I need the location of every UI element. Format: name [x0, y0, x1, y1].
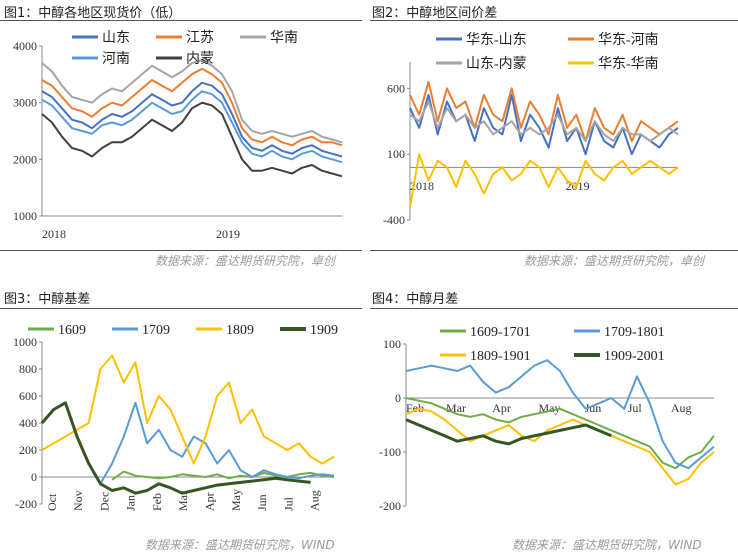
panel-1-title: 图1：中醇各地区现货价（低） — [4, 6, 182, 21]
y-tick-label: 100 — [383, 337, 401, 351]
x-tick-label-May: May — [229, 489, 243, 511]
series-line-x — [409, 153, 679, 207]
series-line-x — [409, 100, 679, 142]
x-tick-label-Apr: Apr — [492, 401, 511, 415]
legend-label-1909-2001: 1909-2001 — [604, 349, 665, 364]
x-tick-label-Jun: Jun — [255, 494, 269, 511]
x-tick-label-Apr: Apr — [203, 492, 217, 511]
y-tick-label: 2000 — [13, 152, 37, 166]
series-line-x — [409, 80, 679, 142]
x-tick-label-Jan: Jan — [124, 495, 138, 511]
y-tick-label: -200 — [15, 497, 37, 511]
panel-4-title-rule — [370, 308, 738, 309]
series-line-1909 — [40, 401, 311, 495]
x-tick-label-Jul: Jul — [628, 401, 643, 415]
y-tick-label: -400 — [383, 213, 405, 227]
x-tick-label-Aug: Aug — [308, 490, 322, 511]
series-line-1809-1901 — [405, 407, 715, 486]
y-tick-label: -200 — [379, 499, 401, 513]
panel-3-title-rule — [0, 308, 362, 309]
panel-4-title: 图4：中醇月差 — [372, 292, 459, 307]
legend-label-x: 山东 — [102, 30, 130, 46]
series-line-x — [41, 101, 343, 178]
series-line-1809 — [41, 354, 335, 465]
x-tick-label-Jul: Jul — [281, 496, 295, 511]
x-tick-label-2018: 2018 — [42, 227, 66, 241]
legend-label-1609: 1609 — [58, 323, 86, 338]
legend-label-x: 华南 — [270, 30, 298, 46]
panel-4-source: 数据来源：盛达期货研究院，WIND — [512, 538, 702, 552]
y-tick-label: 1000 — [13, 335, 37, 349]
y-tick-label: 0 — [31, 470, 37, 484]
legend-label-1609-1701: 1609-1701 — [470, 325, 531, 340]
series-line-x — [41, 59, 343, 144]
x-tick-label-2019: 2019 — [216, 227, 240, 241]
y-tick-label: 1000 — [13, 209, 37, 223]
series-line-1909-2001 — [405, 418, 612, 446]
panel-1-bottom-rule — [0, 250, 362, 251]
y-tick-label: 4000 — [13, 39, 37, 53]
panel-2-title-rule — [370, 20, 738, 21]
y-tick-label: 800 — [19, 362, 37, 376]
series-line-x — [41, 67, 343, 147]
legend-label-x: 华东-华南 — [598, 56, 659, 72]
y-tick-label: 400 — [19, 416, 37, 430]
series-line-1609 — [111, 470, 335, 481]
y-tick-label: 3000 — [13, 96, 37, 110]
legend-label-x: 江苏 — [186, 30, 214, 46]
series-line-1609-1701 — [405, 397, 715, 470]
panel-2-bottom-rule — [370, 250, 738, 251]
x-tick-label-Aug: Aug — [671, 401, 692, 415]
x-tick-label-Dec: Dec — [97, 492, 111, 511]
series-line-1709 — [99, 401, 335, 485]
panel-2-source: 数据来源：盛达期货研究院，卓创 — [524, 254, 705, 268]
x-tick-label-2018: 2018 — [410, 179, 434, 193]
y-tick-label: 0 — [395, 391, 401, 405]
legend-label-x: 华东-山东 — [466, 32, 527, 48]
series-line-x — [41, 90, 343, 164]
x-tick-label-Feb: Feb — [150, 493, 164, 511]
legend-label-1809-1901: 1809-1901 — [470, 349, 531, 364]
x-tick-label-Nov: Nov — [71, 490, 85, 511]
legend-label-x: 内蒙 — [186, 51, 214, 67]
series-line-x — [41, 81, 343, 158]
legend-label-x: 山东-内蒙 — [466, 56, 527, 72]
legend-label-1909: 1909 — [310, 323, 338, 338]
series-line-1709-1801 — [405, 359, 715, 470]
legend-label-x: 河南 — [102, 51, 130, 67]
y-tick-label: -100 — [379, 445, 401, 459]
panel-1-source: 数据来源：盛达期货研究院，卓创 — [155, 254, 336, 268]
legend-label-x: 华东-河南 — [598, 32, 659, 48]
y-tick-label: 600 — [387, 81, 405, 95]
panel-3-source: 数据来源：盛达期货研究院，WIND — [145, 538, 335, 552]
legend-label-1809: 1809 — [226, 323, 254, 338]
y-tick-label: 600 — [19, 389, 37, 403]
legend-label-1709-1801: 1709-1801 — [604, 325, 665, 340]
chart-3-basis: -200 0 200 400 600 800 1000 Oct Nov Dec Jan Feb Mar A… — [13, 323, 338, 511]
legend-label-1709: 1709 — [142, 323, 170, 338]
x-tick-label-Oct: Oct — [45, 493, 59, 511]
panel-2-title: 图2：中醇地区间价差 — [372, 6, 498, 21]
panel-1-title-rule — [0, 20, 362, 21]
panel-3-title: 图3：中醇基差 — [4, 292, 91, 307]
y-tick-label: 100 — [387, 147, 405, 161]
x-tick-label-Mar: Mar — [176, 491, 190, 511]
y-tick-label: 200 — [19, 443, 37, 457]
